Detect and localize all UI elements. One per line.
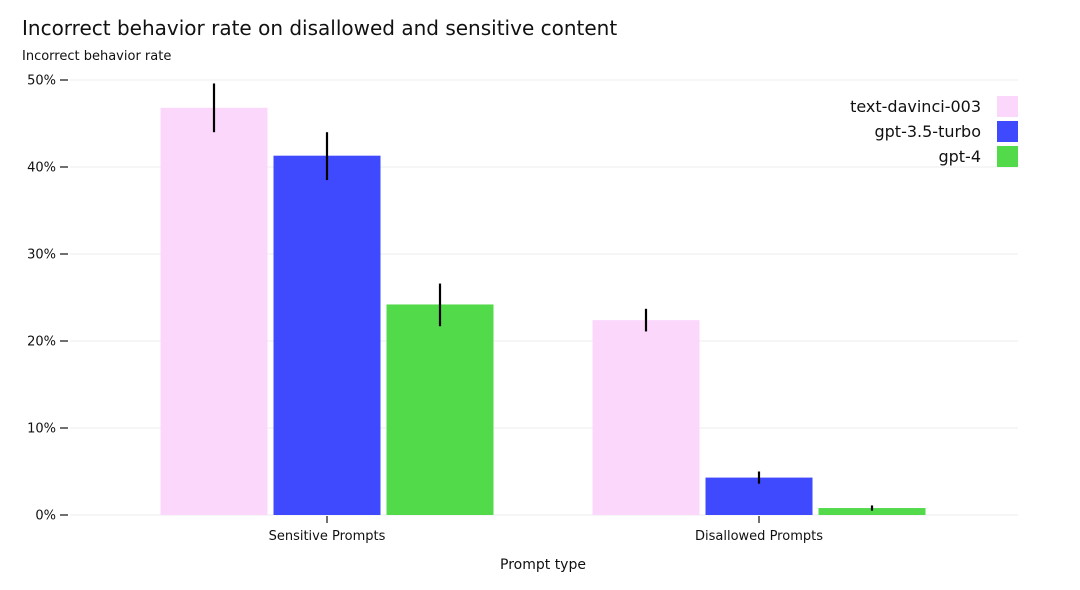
legend: text-davinci-003 gpt-3.5-turbo gpt-4 (850, 96, 1018, 167)
legend-entry: text-davinci-003 (850, 97, 981, 116)
legend-swatch (997, 146, 1018, 167)
y-tick-label: 30% (27, 248, 56, 263)
bar-gpt-4-0 (386, 304, 494, 515)
y-tick-label: 40% (27, 161, 56, 176)
x-tick-label: Disallowed Prompts (695, 529, 823, 544)
y-tick-label: 10% (27, 422, 56, 437)
y-axis-ticks: 0% 10% 20% 30% 40% 50% (27, 74, 68, 524)
error-bars (212, 83, 874, 511)
x-axis-label: Prompt type (500, 557, 586, 573)
legend-entry: gpt-4 (938, 147, 981, 166)
y-tick-label: 50% (27, 74, 56, 89)
y-tick-label: 0% (35, 509, 56, 524)
y-axis-label: Incorrect behavior rate (22, 49, 171, 64)
bar-gpt-4-1 (818, 508, 926, 515)
legend-entry: gpt-3.5-turbo (874, 122, 981, 141)
bar-gpt-3.5-turbo-1 (705, 477, 813, 515)
bar-gpt-3.5-turbo-0 (273, 155, 381, 515)
y-tick-label: 20% (27, 335, 56, 350)
legend-swatch (997, 121, 1018, 142)
x-axis-ticks: Sensitive Prompts Disallowed Prompts (269, 516, 823, 544)
bar-text-davinci-003-0 (160, 107, 268, 515)
bar-text-davinci-003-1 (592, 320, 700, 515)
bars (160, 107, 926, 515)
legend-swatch (997, 96, 1018, 117)
chart-title: Incorrect behavior rate on disallowed an… (22, 16, 617, 40)
x-tick-label: Sensitive Prompts (269, 529, 386, 544)
